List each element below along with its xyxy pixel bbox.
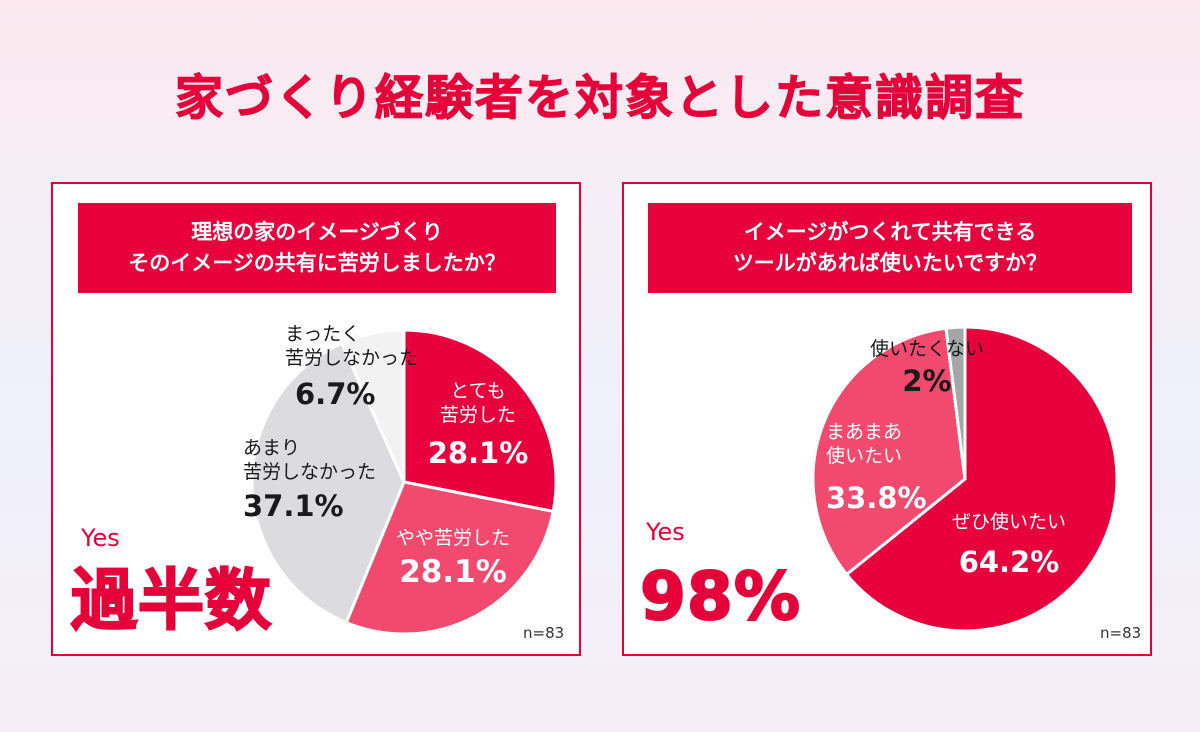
slice-category-line-2: 苦労しなかった [243, 461, 377, 483]
slice-label-dont-want: 使いたくない 2% [862, 337, 992, 399]
pie-slice-1 [402, 328, 558, 514]
slice-category-line-1: 使いたくない [869, 338, 984, 360]
sample-size: n=83 [1100, 624, 1142, 642]
slice-value: 33.8% [826, 481, 927, 515]
highlight-value: 98% [639, 558, 801, 635]
pie-chart-tool-demand [811, 325, 1119, 633]
slice-value: 6.7% [295, 377, 376, 411]
yes-label: Yes [81, 524, 120, 552]
slice-category-line-2: 苦労した [439, 404, 516, 426]
pie-chart-hardship [250, 328, 558, 636]
question-banner: イメージがつくれて共有できる ツールがあれば使いたいですか？ [648, 203, 1132, 293]
slice-value: 2% [902, 364, 952, 398]
pie-slice-1 [844, 325, 1119, 633]
pie-slice-4 [339, 328, 406, 483]
question-line-1: イメージがつくれて共有できる [743, 220, 1037, 244]
slice-label-not-very-hard: あまり 苦労しなかった 37.1% [243, 436, 393, 524]
pie-slice-2 [811, 326, 967, 577]
slice-category-line-1: まったく [285, 323, 361, 345]
slice-category-line-1: ぜひ使いたい [951, 511, 1066, 533]
question-banner: 理想の家のイメージづくり そのイメージの共有に苦労しましたか？ [78, 203, 556, 293]
sample-size: n=83 [523, 624, 565, 642]
slice-category-line-1: まあまあ [826, 421, 903, 443]
yes-label: Yes [646, 518, 685, 546]
pie-slice-2 [344, 480, 555, 636]
slice-value: 28.1% [399, 554, 507, 590]
survey-panel-hardship: 理想の家のイメージづくり そのイメージの共有に苦労しましたか？ とても 苦労した… [51, 182, 581, 656]
pie-slice-3 [944, 325, 967, 480]
slice-category-line-1: やや苦労した [395, 527, 510, 549]
survey-panel-tool-demand: イメージがつくれて共有できる ツールがあれば使いたいですか？ ぜひ使いたい 64… [622, 182, 1152, 656]
slice-label-somewhat-hard: やや苦労した 28.1% [378, 526, 528, 590]
highlight-value: 過半数 [70, 562, 272, 639]
slice-label-not-hard-at-all: まったく 苦労しなかった 6.7% [285, 322, 435, 412]
slice-value: 28.1% [427, 436, 529, 470]
slice-label-very-hard: とても 苦労した 28.1% [423, 379, 533, 471]
pie-slice-3 [250, 341, 406, 625]
question-line-1: 理想の家のイメージづくり [191, 220, 443, 244]
slice-category-line-2: 苦労しなかった [285, 347, 419, 369]
slice-label-somewhat: まあまあ 使いたい 33.8% [826, 420, 946, 516]
slice-category-line-1: とても [450, 380, 506, 402]
page-title: 家づくり経験者を対象とした意識調査 [174, 70, 1025, 127]
slice-category-line-1: あまり [243, 437, 301, 459]
slice-value: 37.1% [243, 489, 344, 523]
question-line-2: ツールがあれば使いたいですか？ [732, 251, 1048, 275]
question-line-2: そのイメージの共有に苦労しましたか？ [128, 251, 506, 275]
slice-category-line-2: 使いたい [826, 445, 903, 467]
slice-value: 64.2% [958, 545, 1060, 579]
slice-label-definitely: ぜひ使いたい 64.2% [944, 510, 1074, 580]
